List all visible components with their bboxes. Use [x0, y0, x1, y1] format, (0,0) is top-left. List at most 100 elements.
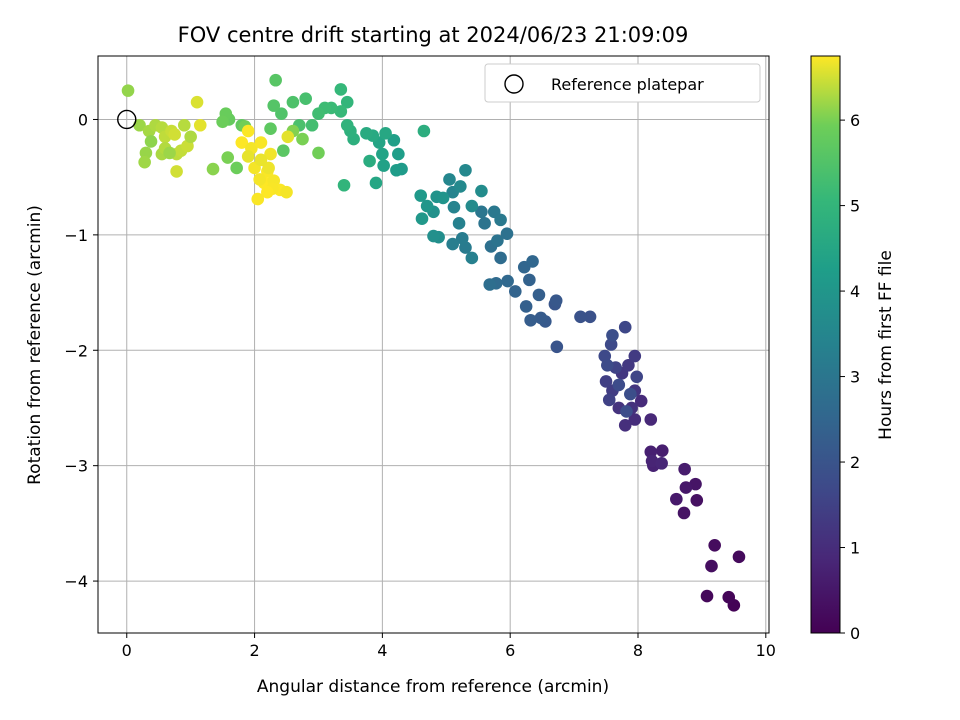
data-point	[264, 122, 277, 136]
data-point	[618, 418, 632, 432]
data-point	[414, 189, 428, 202]
data-points	[121, 73, 746, 612]
data-point	[190, 95, 204, 109]
data-point	[465, 199, 479, 213]
plot-area-frame	[97, 55, 770, 634]
data-point	[261, 185, 274, 199]
data-point	[689, 477, 702, 491]
legend-marker-reference-platepar	[504, 74, 524, 94]
x-tick-label: 2	[249, 641, 259, 660]
data-point	[604, 338, 618, 351]
data-point	[390, 163, 403, 177]
data-point	[708, 538, 721, 552]
data-point	[690, 493, 704, 507]
colorbar-ticks: 0 1 2 3 4 5 6	[840, 111, 860, 643]
data-point	[494, 213, 507, 227]
data-point	[678, 462, 691, 476]
data-point	[230, 161, 243, 175]
chart-title: FOV centre drift starting at 2024/06/23 …	[178, 23, 689, 47]
data-point	[628, 413, 642, 426]
data-point	[427, 229, 440, 243]
data-point	[601, 358, 614, 372]
y-axis-label: Rotation from reference (arcmin)	[25, 205, 45, 485]
data-point	[363, 154, 376, 168]
data-point	[277, 144, 290, 157]
grid-lines	[98, 56, 769, 633]
data-point	[253, 173, 266, 186]
y-tick-label: −2	[64, 341, 88, 360]
data-point	[138, 155, 151, 169]
y-tick-label: −1	[64, 226, 88, 245]
data-point	[645, 454, 659, 468]
data-point	[705, 559, 718, 573]
data-point	[443, 173, 456, 186]
data-point	[340, 118, 354, 132]
colorbar-tick-label: 3	[850, 368, 860, 387]
data-point	[377, 159, 390, 172]
data-point	[139, 146, 153, 160]
x-axis-label: Angular distance from reference (arcmin)	[257, 677, 609, 697]
data-point	[280, 185, 293, 199]
data-point	[644, 445, 658, 459]
data-point	[206, 162, 220, 176]
data-point	[732, 550, 746, 564]
legend-label-reference-platepar: Reference platepar	[551, 75, 704, 94]
data-point	[235, 136, 249, 149]
data-point	[677, 506, 691, 520]
data-point	[655, 457, 668, 470]
data-point	[177, 118, 191, 132]
data-point	[193, 118, 207, 132]
data-point	[168, 128, 181, 141]
data-point	[281, 130, 295, 144]
y-axis-ticks: 0 −1 −2 −3 −4	[64, 110, 98, 591]
data-point	[526, 255, 539, 268]
data-point	[420, 199, 434, 213]
data-point	[549, 294, 563, 307]
data-point	[446, 237, 459, 251]
reference-platepar-marker	[117, 109, 137, 130]
x-tick-label: 6	[505, 641, 515, 660]
data-point	[334, 83, 348, 96]
data-point	[312, 107, 325, 120]
data-point	[269, 73, 282, 87]
colorbar-tick-label: 5	[850, 197, 860, 216]
data-point	[163, 146, 176, 160]
colorbar-tick-label: 4	[850, 282, 860, 301]
data-point	[519, 300, 533, 313]
data-point	[447, 200, 461, 214]
colorbar-tick-label: 0	[850, 624, 860, 643]
data-point	[452, 217, 466, 230]
data-point	[478, 217, 491, 230]
data-point	[475, 184, 488, 198]
data-point	[299, 92, 312, 105]
data-point	[523, 273, 536, 287]
data-point	[599, 375, 613, 388]
legend-box	[484, 63, 761, 103]
data-point	[262, 161, 275, 175]
data-point	[376, 147, 389, 161]
data-point	[465, 251, 479, 265]
data-point	[254, 153, 268, 167]
data-point	[624, 387, 637, 401]
data-point	[602, 393, 616, 407]
data-point	[144, 135, 158, 148]
data-point	[334, 105, 348, 118]
data-point	[574, 310, 587, 324]
data-point	[286, 95, 300, 109]
data-point	[170, 165, 183, 178]
data-point	[417, 124, 431, 138]
data-point	[618, 320, 632, 334]
data-point	[455, 232, 469, 245]
data-point	[392, 147, 405, 161]
data-point	[387, 133, 401, 147]
data-point	[634, 394, 648, 408]
data-point	[700, 589, 714, 603]
x-tick-label: 4	[377, 641, 387, 660]
data-point	[508, 285, 522, 298]
x-tick-label: 8	[633, 641, 643, 660]
data-point	[254, 136, 268, 149]
colorbar-tick-label: 6	[850, 111, 860, 130]
data-point	[275, 107, 288, 120]
data-point	[622, 358, 635, 372]
